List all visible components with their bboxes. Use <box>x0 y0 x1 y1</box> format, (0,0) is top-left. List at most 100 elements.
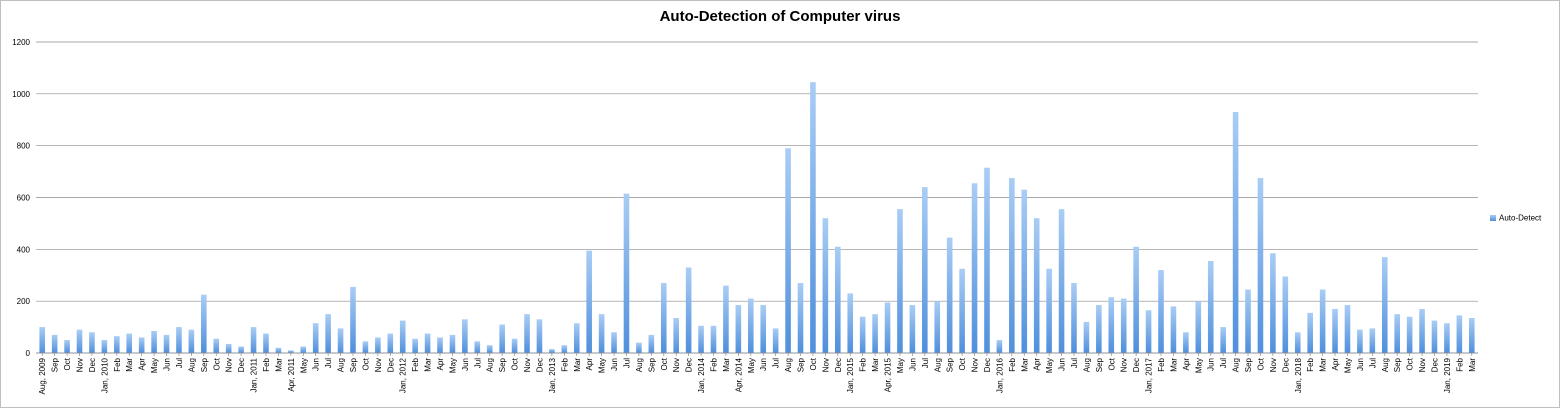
bar <box>573 323 580 353</box>
bar <box>660 283 667 353</box>
bar <box>1170 306 1177 353</box>
bar <box>350 286 356 353</box>
bar <box>51 334 58 353</box>
bar <box>437 337 443 353</box>
bar <box>499 324 505 353</box>
x-tick-label: Oct <box>660 357 669 370</box>
x-tick-label: Mar <box>1169 358 1178 372</box>
x-tick-label: Jun <box>759 358 768 371</box>
bar <box>723 285 729 353</box>
bar <box>126 333 133 353</box>
legend-swatch <box>1490 214 1496 221</box>
bar <box>747 298 754 353</box>
bar <box>971 183 978 353</box>
bar <box>201 294 207 353</box>
x-tick-label: Jul <box>772 358 781 368</box>
x-tick-label: Sep <box>200 357 209 372</box>
x-tick-label: Jun <box>610 358 619 371</box>
bar <box>300 346 307 353</box>
bar <box>1394 314 1400 354</box>
bar <box>847 293 854 353</box>
x-tick-label: Nov <box>672 358 681 372</box>
bar <box>486 345 493 353</box>
bar <box>760 305 767 353</box>
bar <box>636 342 642 353</box>
x-tick-label: Oct <box>809 357 818 370</box>
bar <box>412 338 418 353</box>
bar <box>1369 328 1376 353</box>
bar <box>474 341 481 353</box>
bar <box>263 333 269 353</box>
x-tick-label: Aug <box>187 358 196 372</box>
bar <box>449 334 456 353</box>
bar <box>337 328 344 353</box>
bar <box>673 318 679 353</box>
x-tick-label: Apr, 2014 <box>734 357 743 392</box>
x-tick-label: Sep <box>1393 357 1402 372</box>
bar <box>1158 270 1164 353</box>
x-tick-label: Jan, 2012 <box>399 357 408 393</box>
bar <box>138 337 145 353</box>
bar <box>536 319 543 353</box>
bar <box>586 250 592 353</box>
bar <box>151 330 157 353</box>
x-tick-label: Feb <box>113 357 122 371</box>
x-tick-label: Aug <box>1381 358 1390 372</box>
bar <box>511 338 518 353</box>
bar <box>909 305 916 353</box>
bar <box>375 337 381 353</box>
x-tick-label: Aug <box>1082 358 1091 372</box>
x-tick-label: May <box>747 358 756 373</box>
x-axis-tick-labels: Aug, 2009 Sep Oct Nov Dec Jan, 2010 Feb Mar Apr M… <box>38 353 1477 394</box>
x-tick-label: Nov <box>1269 358 1278 372</box>
bar <box>735 305 742 353</box>
x-tick-label: Feb <box>1157 357 1166 371</box>
bar <box>611 332 617 353</box>
y-tick-label: 400 <box>17 245 31 254</box>
bar <box>598 314 605 354</box>
bar <box>648 334 655 353</box>
bar <box>1133 246 1139 353</box>
bar <box>225 343 232 353</box>
x-tick-label: Dec <box>1132 358 1141 372</box>
bar <box>1009 178 1015 353</box>
x-tick-label: Jul <box>1219 358 1228 368</box>
x-tick-label: Feb <box>262 357 271 371</box>
y-tick-label: 200 <box>17 297 31 306</box>
x-tick-label: Jul <box>1070 358 1079 368</box>
bar <box>462 319 468 353</box>
x-tick-label: Apr <box>1033 358 1042 371</box>
bar <box>1468 318 1475 353</box>
x-tick-label: Dec <box>1281 358 1290 372</box>
x-tick-label: Jul <box>622 358 631 368</box>
bar <box>1071 283 1077 353</box>
bar <box>399 320 406 353</box>
bar <box>288 350 294 353</box>
x-tick-label: Oct <box>63 357 72 370</box>
x-tick-label: Oct <box>212 357 221 370</box>
x-tick-label: Apr, 2011 <box>287 357 296 391</box>
bar <box>1307 312 1313 353</box>
x-tick-label: Nov <box>523 358 532 372</box>
bar <box>1033 218 1040 353</box>
bar <box>1257 178 1264 353</box>
x-tick-label: Apr <box>138 358 147 371</box>
bar <box>387 333 394 353</box>
bar <box>897 209 903 353</box>
bar <box>1046 268 1052 353</box>
x-tick-label: Jan, 2011 <box>250 357 259 392</box>
x-tick-label: May <box>448 358 457 373</box>
x-tick-label: Oct <box>958 357 967 370</box>
x-tick-label: Jun <box>1356 358 1365 371</box>
x-tick-label: Apr, 2015 <box>884 357 893 392</box>
bar <box>710 325 717 353</box>
x-tick-label: Dec <box>88 358 97 372</box>
x-tick-label: Mar <box>871 358 880 372</box>
x-tick-label: Mar <box>274 358 283 372</box>
x-tick-label: Dec <box>1430 358 1439 372</box>
y-tick-label: 0 <box>26 349 31 358</box>
x-tick-label: Jul <box>175 358 184 368</box>
x-tick-label: Nov <box>76 358 85 372</box>
x-tick-label: Mar <box>1468 358 1477 372</box>
